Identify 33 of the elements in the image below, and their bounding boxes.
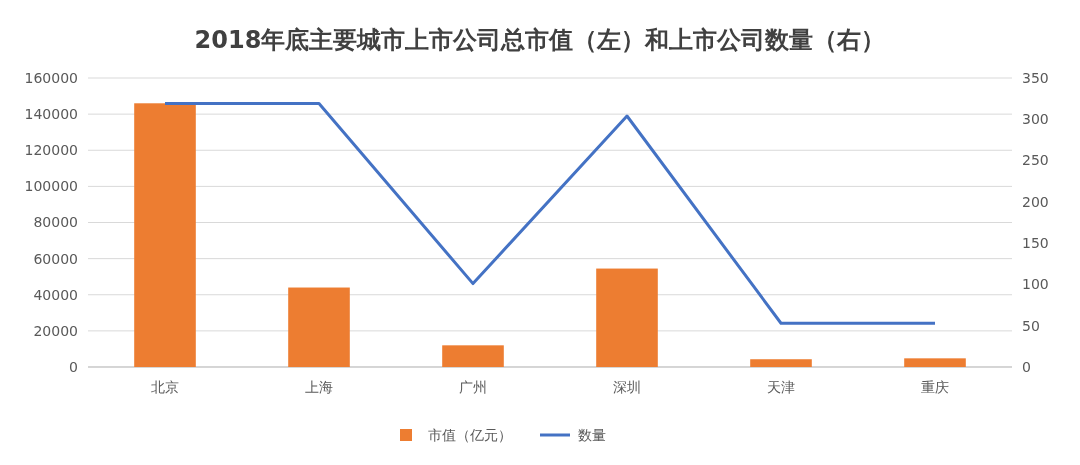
y2-tick-label: 300	[1022, 111, 1049, 128]
y2-tick-label: 250	[1022, 152, 1049, 169]
x-tick-label: 重庆	[921, 379, 949, 395]
y2-tick-label: 200	[1022, 193, 1049, 210]
y2-tick-label: 0	[1022, 358, 1031, 375]
bar	[134, 103, 196, 367]
y2-tick-label: 350	[1022, 69, 1049, 86]
y-tick-label: 100000	[24, 178, 78, 195]
y-tick-label: 0	[69, 358, 78, 375]
bar	[288, 287, 350, 367]
bar	[596, 268, 658, 367]
y2-tick-label: 100	[1022, 276, 1049, 293]
bar	[442, 345, 504, 367]
y-tick-label: 160000	[24, 69, 78, 86]
bar	[904, 358, 966, 367]
chart-title: 2018年底主要城市上市公司总市值（左）和上市公司数量（右）	[194, 26, 886, 54]
y2-tick-label: 50	[1022, 317, 1040, 334]
y-tick-label: 40000	[33, 286, 78, 303]
y-tick-label: 140000	[24, 106, 78, 123]
legend-label: 数量	[578, 426, 606, 443]
y-tick-label: 20000	[33, 322, 78, 339]
legend-label: 市值（亿元）	[428, 426, 512, 443]
x-tick-label: 广州	[459, 379, 487, 395]
y-tick-label: 80000	[33, 214, 78, 231]
y-tick-label: 120000	[24, 142, 78, 159]
y-tick-label: 60000	[33, 250, 78, 267]
bar	[750, 359, 812, 367]
x-tick-label: 北京	[151, 379, 179, 395]
y2-tick-label: 150	[1022, 235, 1049, 252]
line-series	[163, 102, 937, 325]
x-tick-label: 深圳	[613, 379, 641, 395]
x-tick-label: 天津	[767, 379, 795, 395]
x-tick-label: 上海	[305, 379, 333, 395]
